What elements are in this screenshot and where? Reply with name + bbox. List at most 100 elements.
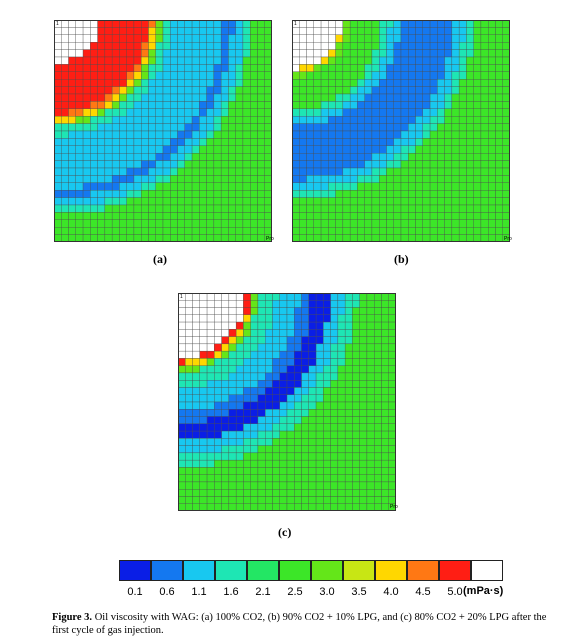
grid-cell (386, 123, 394, 132)
grid-cell (90, 79, 98, 87)
grid-cell (381, 401, 389, 410)
grid-cell (328, 42, 336, 50)
grid-cell (337, 452, 346, 461)
grid-cell (364, 116, 373, 124)
grid-cell (199, 329, 208, 337)
grid-cell (473, 227, 482, 235)
grid-cell (422, 79, 431, 87)
grid-cell (199, 336, 208, 345)
grid-cell (337, 409, 346, 417)
panel-b: 1 Pro (292, 20, 512, 242)
grid-cell (466, 34, 474, 43)
grid-cell (170, 227, 178, 235)
grid-cell (250, 145, 258, 154)
grid-cell (308, 438, 317, 446)
grid-cell (126, 145, 135, 154)
grid-cell (155, 116, 164, 124)
grid-cell (162, 49, 171, 58)
grid-cell (286, 423, 295, 432)
grid-cell (437, 27, 445, 35)
grid-cell (400, 20, 409, 28)
grid-cell (315, 438, 324, 446)
grid-cell (192, 452, 200, 461)
grid-cell (97, 212, 106, 220)
grid-cell (206, 27, 215, 35)
grid-cell (111, 79, 120, 87)
grid-cell (235, 145, 244, 154)
grid-cell (320, 116, 329, 124)
grid-cell (82, 227, 91, 235)
grid-cell (185, 401, 193, 410)
grid-cell (495, 86, 503, 95)
grid-cell (335, 42, 344, 50)
grid-cell (400, 27, 409, 35)
grid-cell (221, 438, 230, 446)
grid-cell (286, 394, 295, 403)
grid-cell (54, 227, 62, 235)
grid-cell (374, 336, 382, 345)
grid-cell (90, 101, 98, 109)
grid-cell (148, 167, 156, 176)
grid-cell (371, 86, 380, 95)
grid-cell (242, 153, 251, 161)
grid-cell (386, 175, 394, 183)
grid-cell (184, 108, 193, 117)
grid-cell (415, 130, 423, 139)
grid-cell (502, 204, 510, 213)
grid-cell (337, 293, 346, 301)
grid-cell (371, 175, 380, 183)
grid-cell (335, 160, 344, 169)
grid-cell (75, 101, 84, 109)
grid-cell (388, 401, 396, 410)
grid-cell (206, 167, 215, 176)
grid-cell (214, 489, 222, 497)
grid-cell (220, 123, 229, 132)
grid-cell (408, 219, 416, 228)
grid-cell (133, 138, 142, 146)
grid-cell (306, 138, 314, 146)
grid-cell (292, 145, 300, 154)
grid-cell (257, 336, 266, 345)
grid-cell (162, 20, 171, 28)
grid-cell (495, 123, 503, 132)
grid-cell (191, 79, 200, 87)
grid-cell (364, 153, 373, 161)
grid-cell (185, 329, 193, 337)
grid-cell (381, 300, 389, 308)
grid-cell (82, 130, 91, 139)
grid-cell (437, 227, 445, 235)
grid-cell (337, 503, 346, 511)
grid-cell (126, 190, 135, 198)
grid-cell (357, 20, 365, 28)
grid-cell (313, 42, 322, 50)
grid-cell (178, 358, 186, 366)
grid-cell (349, 108, 358, 117)
grid-cell (90, 175, 98, 183)
grid-cell (415, 145, 423, 154)
grid-cell (451, 130, 460, 139)
grid-cell (400, 49, 409, 58)
grid-cell (458, 34, 467, 43)
grid-cell (264, 167, 272, 176)
caption-figure-label: Figure 3. (52, 612, 93, 623)
grid-cell (488, 93, 496, 102)
grid-cell (250, 190, 258, 198)
grid-cell (133, 153, 142, 161)
grid-cell (90, 86, 98, 95)
grid-cell (344, 430, 353, 439)
grid-cell (257, 423, 266, 432)
grid-cell (315, 380, 324, 388)
grid-cell (257, 372, 266, 381)
grid-cell (250, 409, 259, 417)
grid-cell (257, 459, 266, 468)
grid-cell (451, 108, 460, 117)
grid-cell (61, 204, 69, 213)
grid-cell (119, 182, 127, 191)
grid-cell (308, 416, 317, 424)
grid-cell (126, 116, 135, 124)
grid-cell (366, 452, 375, 461)
grid-cell (126, 219, 135, 228)
grid-cell (388, 489, 396, 497)
grid-cell (155, 71, 164, 80)
grid-cell (371, 219, 380, 228)
